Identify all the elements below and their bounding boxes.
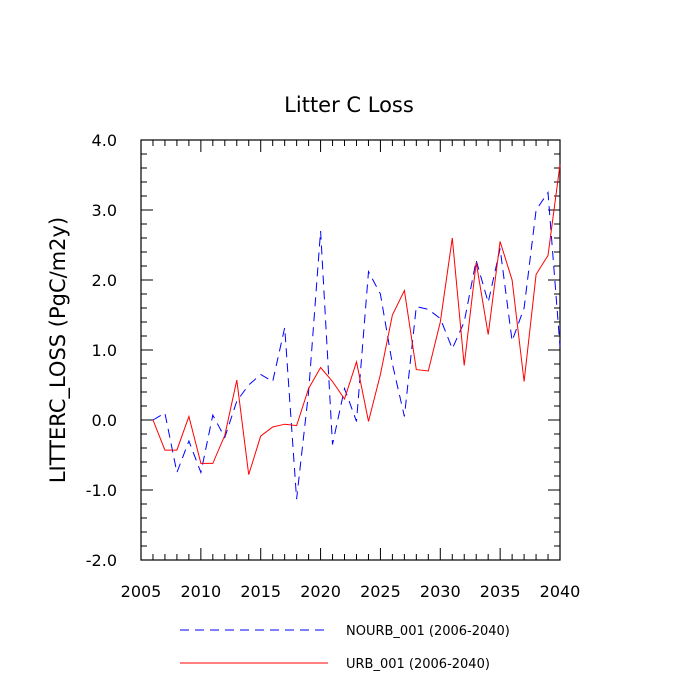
y-tick-label: 3.0 [92,201,117,220]
y-tick-label: -2.0 [86,551,117,570]
y-axis-label: LITTERC_LOSS (PgC/m2y) [46,217,71,483]
x-tick-label: 2020 [300,582,341,601]
axis-tick-labels: 2005 2010 2015 2020 2025 2030 2035 2040 -2.0 -1.0… [86,131,581,601]
y-tick-label: -1.0 [86,481,117,500]
legend: NOURB_001 (2006-2040) URB_001 (2006-2040) [180,624,510,672]
y-tick-label: 4.0 [92,131,117,150]
x-tick-label: 2005 [121,582,162,601]
axis-ticks [140,139,561,561]
x-tick-label: 2010 [180,582,221,601]
x-tick-label: 2040 [540,582,581,601]
series-line-urb-001 [152,164,561,475]
plot-frame [140,139,561,561]
chart-title: Litter C Loss [284,93,414,117]
series-lines [152,164,561,500]
x-tick-label: 2015 [240,582,281,601]
y-tick-label: 1.0 [92,341,117,360]
series-line-nourb-001 [152,191,561,500]
y-tick-label: 0.0 [92,411,117,430]
x-tick-label: 2030 [420,582,461,601]
x-tick-label: 2025 [360,582,401,601]
y-tick-label: 2.0 [92,271,117,290]
legend-label: URB_001 (2006-2040) [346,657,490,672]
x-tick-label: 2035 [480,582,521,601]
legend-label: NOURB_001 (2006-2040) [346,624,510,639]
